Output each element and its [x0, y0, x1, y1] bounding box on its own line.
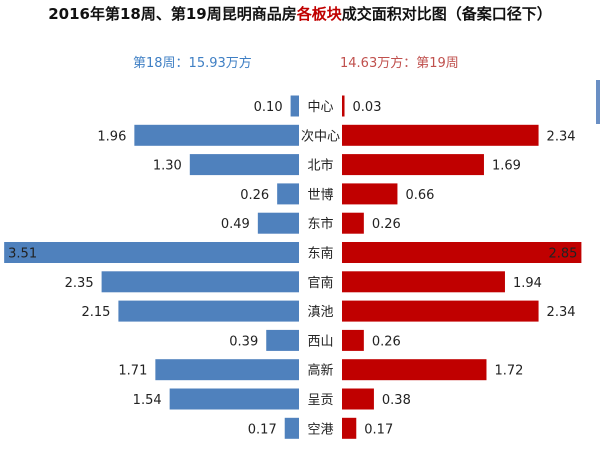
category-label: 次中心 [301, 128, 340, 144]
chart-title-highlight: 各板块 [296, 5, 342, 23]
data-label-week18: 0.49 [221, 217, 250, 232]
bar-week18 [169, 388, 299, 410]
category-label: 滇池 [307, 305, 333, 320]
right-edge-scrollbar[interactable] [596, 80, 600, 124]
bar-week19 [342, 124, 539, 146]
bar-week18 [155, 359, 299, 381]
bar-week18 [257, 212, 299, 234]
bar-week19 [342, 388, 374, 410]
data-label-week19: 1.94 [513, 276, 542, 291]
bar-week19 [342, 242, 582, 263]
category-label: 中心 [307, 100, 333, 115]
bar-week19 [342, 300, 539, 322]
bar-week19 [342, 212, 364, 234]
data-label-week19: 0.26 [372, 217, 401, 232]
category-label: 北市 [307, 158, 333, 174]
data-label-week18: 2.15 [81, 305, 110, 320]
bar-week19 [342, 183, 398, 205]
data-label-week18: 1.71 [118, 364, 147, 379]
data-label-week19: 0.38 [382, 393, 411, 408]
category-label: 东市 [307, 216, 333, 232]
chart-title: 2016年第18周、第19周昆明商品房各板块成交面积对比图（备案口径下） [0, 3, 600, 24]
data-label-week18: 0.10 [254, 100, 283, 115]
data-label-week19: 2.34 [547, 305, 576, 320]
data-label-week19: 0.66 [405, 188, 434, 203]
data-label-week19: 0.17 [364, 422, 393, 437]
data-label-week18: 0.39 [229, 334, 258, 349]
bar-week19 [342, 271, 505, 293]
bar-week19 [342, 95, 345, 117]
data-label-week18: 2.35 [65, 276, 94, 291]
data-label-week19: 0.26 [372, 334, 401, 349]
bar-week18 [4, 242, 299, 263]
data-label-week18: 0.26 [240, 188, 269, 203]
data-label-week18: 1.54 [133, 393, 162, 408]
category-label: 空港 [307, 422, 333, 437]
bar-week18 [290, 95, 299, 117]
category-label: 官南 [307, 275, 333, 291]
data-label-week18: 1.30 [153, 159, 182, 174]
category-label: 呈贡 [307, 393, 333, 408]
data-label-week18: 3.51 [8, 247, 37, 262]
legend-week19: 14.63万方：第19周 [340, 56, 459, 71]
category-label: 世博 [307, 188, 333, 203]
data-label-week18: 0.17 [248, 422, 277, 437]
category-label: 高新 [307, 363, 333, 379]
bar-week18 [284, 417, 299, 439]
data-label-week19: 1.72 [494, 364, 523, 379]
data-label-week18: 1.96 [97, 129, 126, 144]
bar-week19 [342, 359, 487, 381]
legend-week18: 第18周：15.93万方 [133, 56, 252, 71]
bar-week18 [189, 154, 299, 176]
category-label: 东南 [307, 246, 333, 262]
bar-week19 [342, 417, 357, 439]
data-label-week19: 1.69 [492, 159, 521, 174]
bar-week18 [277, 183, 299, 205]
bar-week18 [101, 271, 299, 293]
bar-week18 [118, 300, 300, 322]
data-label-week19: 0.03 [353, 100, 382, 115]
bar-week19 [342, 154, 484, 176]
data-label-week19: 2.85 [548, 247, 577, 262]
data-label-week19: 2.34 [547, 129, 576, 144]
chart-title-part1: 2016年第18周、第19周昆明商品房 [48, 5, 297, 23]
bar-week19 [342, 329, 364, 351]
category-label: 西山 [307, 334, 333, 349]
chart-title-part2: 成交面积对比图（备案口径下） [341, 5, 552, 23]
bar-week18 [266, 329, 299, 351]
bar-week18 [134, 124, 299, 146]
